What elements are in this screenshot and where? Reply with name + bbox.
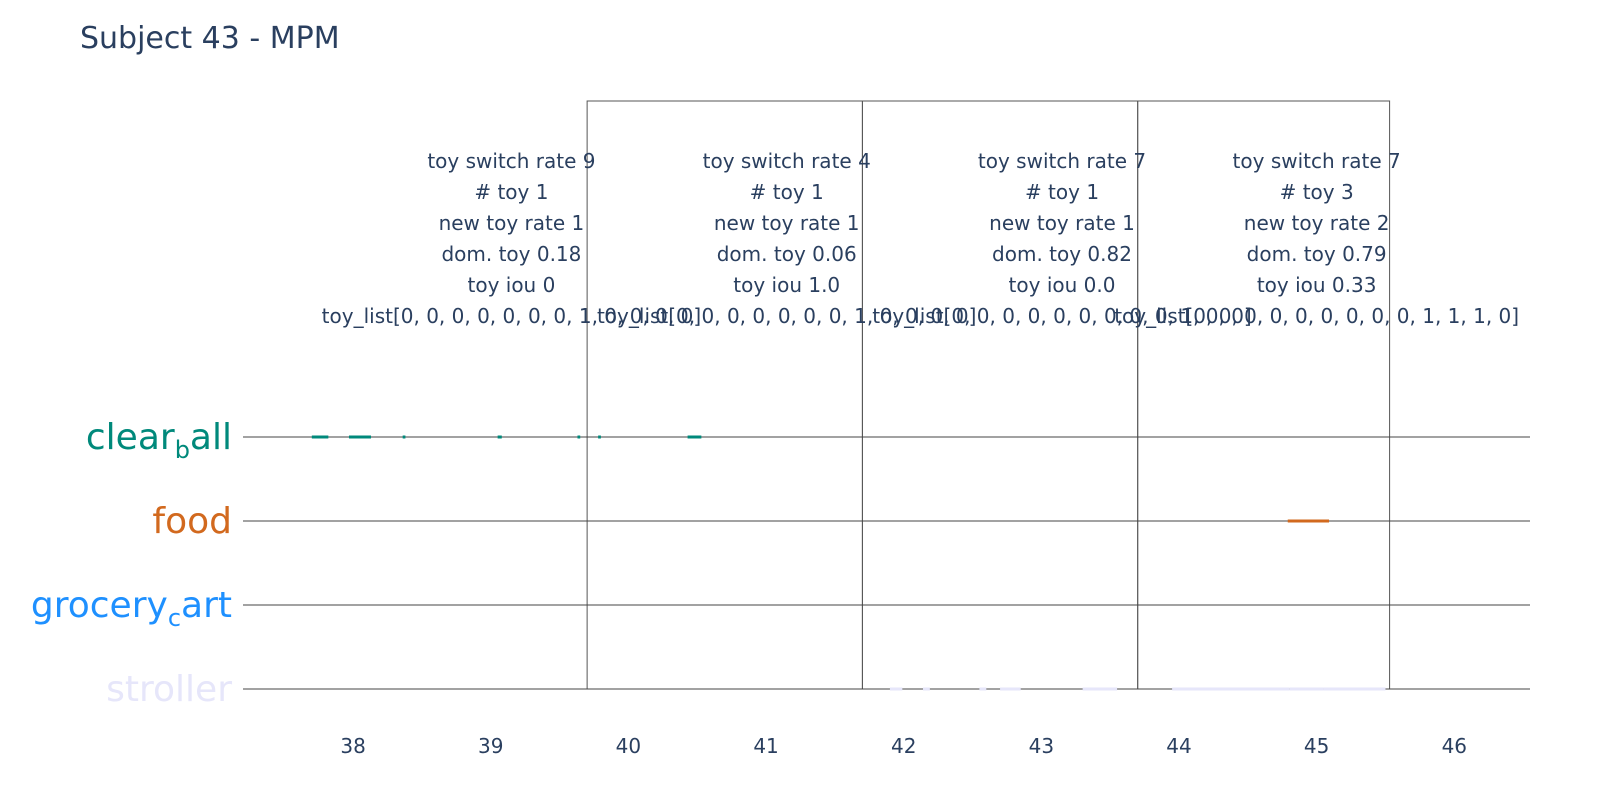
y-axis-labels: clearball food grocerycart stroller [31, 417, 232, 710]
annotation-2-line-3: new toy rate 1 [714, 211, 860, 235]
x-tick-45: 45 [1304, 734, 1329, 758]
annotation-2-line-4: dom. toy 0.06 [717, 242, 857, 266]
annotation-1-line-4: dom. toy 0.18 [441, 242, 581, 266]
y-label-stroller: stroller [106, 669, 232, 710]
annotation-2-line-5: toy iou 1.0 [733, 273, 840, 297]
annotation-1-line-1: toy switch rate 9 [427, 149, 595, 173]
x-axis-ticks: 38 39 40 41 42 43 44 45 46 [340, 734, 1467, 758]
annotation-3-line-6: toy_list[0, 0, 0, 0, 0, 0, 0, 0, 0, 1, 0… [872, 304, 1251, 328]
annotation-2-line-2: # toy 1 [750, 180, 824, 204]
annotation-3-line-1: toy switch rate 7 [978, 149, 1146, 173]
annotation-4-line-2: # toy 3 [1280, 180, 1354, 204]
x-tick-42: 42 [891, 734, 916, 758]
annotation-3-line-5: toy iou 0.0 [1009, 273, 1116, 297]
y-label-food: food [152, 501, 232, 542]
annotation-1-line-6: toy_list[0, 0, 0, 0, 0, 0, 0, 1, 0, 0, 0… [322, 304, 701, 328]
category-rows [243, 436, 1530, 690]
x-tick-40: 40 [616, 734, 641, 758]
y-label-grocery_cart: grocerycart [31, 585, 232, 632]
x-tick-46: 46 [1442, 734, 1467, 758]
x-tick-38: 38 [340, 734, 365, 758]
annotation-1-line-5: toy iou 0 [467, 273, 555, 297]
annotation-1-line-3: new toy rate 1 [439, 211, 585, 235]
annotation-4-line-1: toy switch rate 7 [1233, 149, 1401, 173]
y-label-clear_ball: clearball [86, 417, 232, 464]
annotation-4-line-4: dom. toy 0.79 [1247, 242, 1387, 266]
annotation-4-line-6: toy_list[0, 0, 0, 0, 0, 0, 0, 0, 0, 1, 1… [1114, 304, 1519, 328]
annotation-3-line-3: new toy rate 1 [989, 211, 1135, 235]
segments [311, 435, 1386, 691]
annotation-2-line-6: toy_list[0, 0, 0, 0, 0, 0, 0, 1, 0, 0, 0… [597, 304, 976, 328]
chart-title: Subject 43 - MPM [80, 21, 340, 56]
annotation-4-line-3: new toy rate 2 [1244, 211, 1390, 235]
x-tick-41: 41 [753, 734, 778, 758]
annotation-3-line-2: # toy 1 [1025, 180, 1099, 204]
x-tick-43: 43 [1029, 734, 1054, 758]
annotation-2-line-1: toy switch rate 4 [703, 149, 871, 173]
x-tick-39: 39 [478, 734, 503, 758]
annotation-1-line-2: # toy 1 [474, 180, 548, 204]
window-boxes [586, 100, 1391, 690]
x-tick-44: 44 [1166, 734, 1191, 758]
annotation-3-line-4: dom. toy 0.82 [992, 242, 1132, 266]
annotation-4-line-5: toy iou 0.33 [1257, 273, 1377, 297]
window-annotations: toy switch rate 9 # toy 1 new toy rate 1 do… [322, 149, 1519, 328]
